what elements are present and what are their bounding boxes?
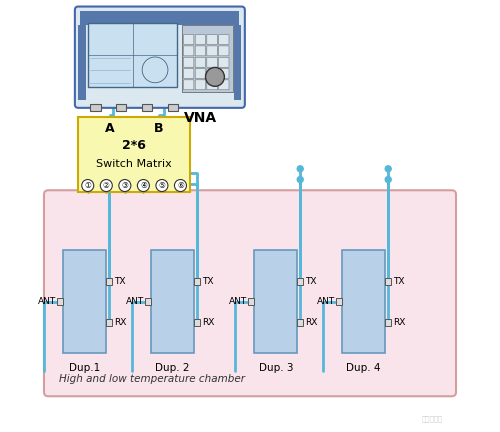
FancyBboxPatch shape xyxy=(297,319,303,326)
Circle shape xyxy=(174,180,186,191)
Text: High and low temperature chamber: High and low temperature chamber xyxy=(59,374,245,384)
FancyBboxPatch shape xyxy=(78,25,86,100)
FancyBboxPatch shape xyxy=(234,25,241,100)
FancyBboxPatch shape xyxy=(58,299,64,305)
Circle shape xyxy=(119,180,131,191)
FancyBboxPatch shape xyxy=(195,57,205,67)
FancyBboxPatch shape xyxy=(90,104,101,111)
Text: B: B xyxy=(154,122,164,135)
FancyBboxPatch shape xyxy=(195,69,205,79)
Circle shape xyxy=(297,177,303,183)
Text: Switch Matrix: Switch Matrix xyxy=(96,159,172,169)
Text: Dup. 3: Dup. 3 xyxy=(258,363,293,373)
Text: ②: ② xyxy=(103,181,110,190)
Text: 电子发烧友: 电子发烧友 xyxy=(422,416,443,422)
Text: TX: TX xyxy=(114,277,126,286)
FancyBboxPatch shape xyxy=(184,57,194,67)
FancyBboxPatch shape xyxy=(184,46,194,56)
Circle shape xyxy=(385,166,391,172)
Text: Dup. 4: Dup. 4 xyxy=(346,363,381,373)
FancyBboxPatch shape xyxy=(207,35,218,44)
Text: ③: ③ xyxy=(122,181,128,190)
Circle shape xyxy=(297,166,303,172)
Text: ⑥: ⑥ xyxy=(177,181,184,190)
FancyBboxPatch shape xyxy=(44,190,456,396)
FancyBboxPatch shape xyxy=(218,80,229,90)
FancyBboxPatch shape xyxy=(218,57,229,67)
FancyBboxPatch shape xyxy=(64,250,106,353)
FancyBboxPatch shape xyxy=(184,35,194,44)
FancyBboxPatch shape xyxy=(195,46,205,56)
FancyBboxPatch shape xyxy=(195,80,205,90)
Text: TX: TX xyxy=(393,277,404,286)
FancyBboxPatch shape xyxy=(218,35,229,44)
Text: ①: ① xyxy=(84,181,91,190)
FancyBboxPatch shape xyxy=(385,319,391,326)
Text: ⑤: ⑤ xyxy=(158,181,166,190)
Text: ④: ④ xyxy=(140,181,147,190)
Circle shape xyxy=(156,180,168,191)
FancyBboxPatch shape xyxy=(254,250,297,353)
FancyBboxPatch shape xyxy=(106,319,112,326)
Text: RX: RX xyxy=(114,318,126,327)
Text: ANT: ANT xyxy=(228,297,247,306)
Circle shape xyxy=(100,180,112,191)
FancyBboxPatch shape xyxy=(385,278,391,285)
FancyBboxPatch shape xyxy=(194,278,200,285)
Text: RX: RX xyxy=(202,318,214,327)
FancyBboxPatch shape xyxy=(152,250,194,353)
Text: Dup. 2: Dup. 2 xyxy=(156,363,190,373)
FancyBboxPatch shape xyxy=(80,11,239,25)
FancyBboxPatch shape xyxy=(106,278,112,285)
FancyBboxPatch shape xyxy=(207,80,218,90)
Text: 2*6: 2*6 xyxy=(122,140,146,152)
FancyBboxPatch shape xyxy=(194,319,200,326)
Text: ANT: ANT xyxy=(126,297,144,306)
FancyBboxPatch shape xyxy=(342,250,385,353)
FancyBboxPatch shape xyxy=(182,25,233,92)
FancyBboxPatch shape xyxy=(218,69,229,79)
FancyBboxPatch shape xyxy=(297,278,303,285)
FancyBboxPatch shape xyxy=(78,117,190,192)
FancyBboxPatch shape xyxy=(336,299,342,305)
Circle shape xyxy=(206,67,225,86)
FancyBboxPatch shape xyxy=(116,104,126,111)
Text: Dup.1: Dup.1 xyxy=(69,363,100,373)
FancyBboxPatch shape xyxy=(184,80,194,90)
Circle shape xyxy=(385,177,391,183)
FancyBboxPatch shape xyxy=(195,35,205,44)
FancyBboxPatch shape xyxy=(75,6,245,108)
Circle shape xyxy=(138,180,149,191)
Text: ANT: ANT xyxy=(316,297,335,306)
Text: TX: TX xyxy=(305,277,316,286)
FancyBboxPatch shape xyxy=(184,69,194,79)
FancyBboxPatch shape xyxy=(248,299,254,305)
Text: RX: RX xyxy=(393,318,406,327)
Text: VNA: VNA xyxy=(184,111,217,125)
FancyBboxPatch shape xyxy=(207,69,218,79)
FancyBboxPatch shape xyxy=(207,57,218,67)
FancyBboxPatch shape xyxy=(168,104,178,111)
FancyBboxPatch shape xyxy=(88,23,178,87)
FancyBboxPatch shape xyxy=(207,46,218,56)
Text: ANT: ANT xyxy=(38,297,56,306)
Text: RX: RX xyxy=(305,318,318,327)
FancyBboxPatch shape xyxy=(146,299,152,305)
FancyBboxPatch shape xyxy=(218,46,229,56)
Text: A: A xyxy=(104,122,115,135)
Text: TX: TX xyxy=(202,277,213,286)
Circle shape xyxy=(82,180,94,191)
FancyBboxPatch shape xyxy=(142,104,152,111)
